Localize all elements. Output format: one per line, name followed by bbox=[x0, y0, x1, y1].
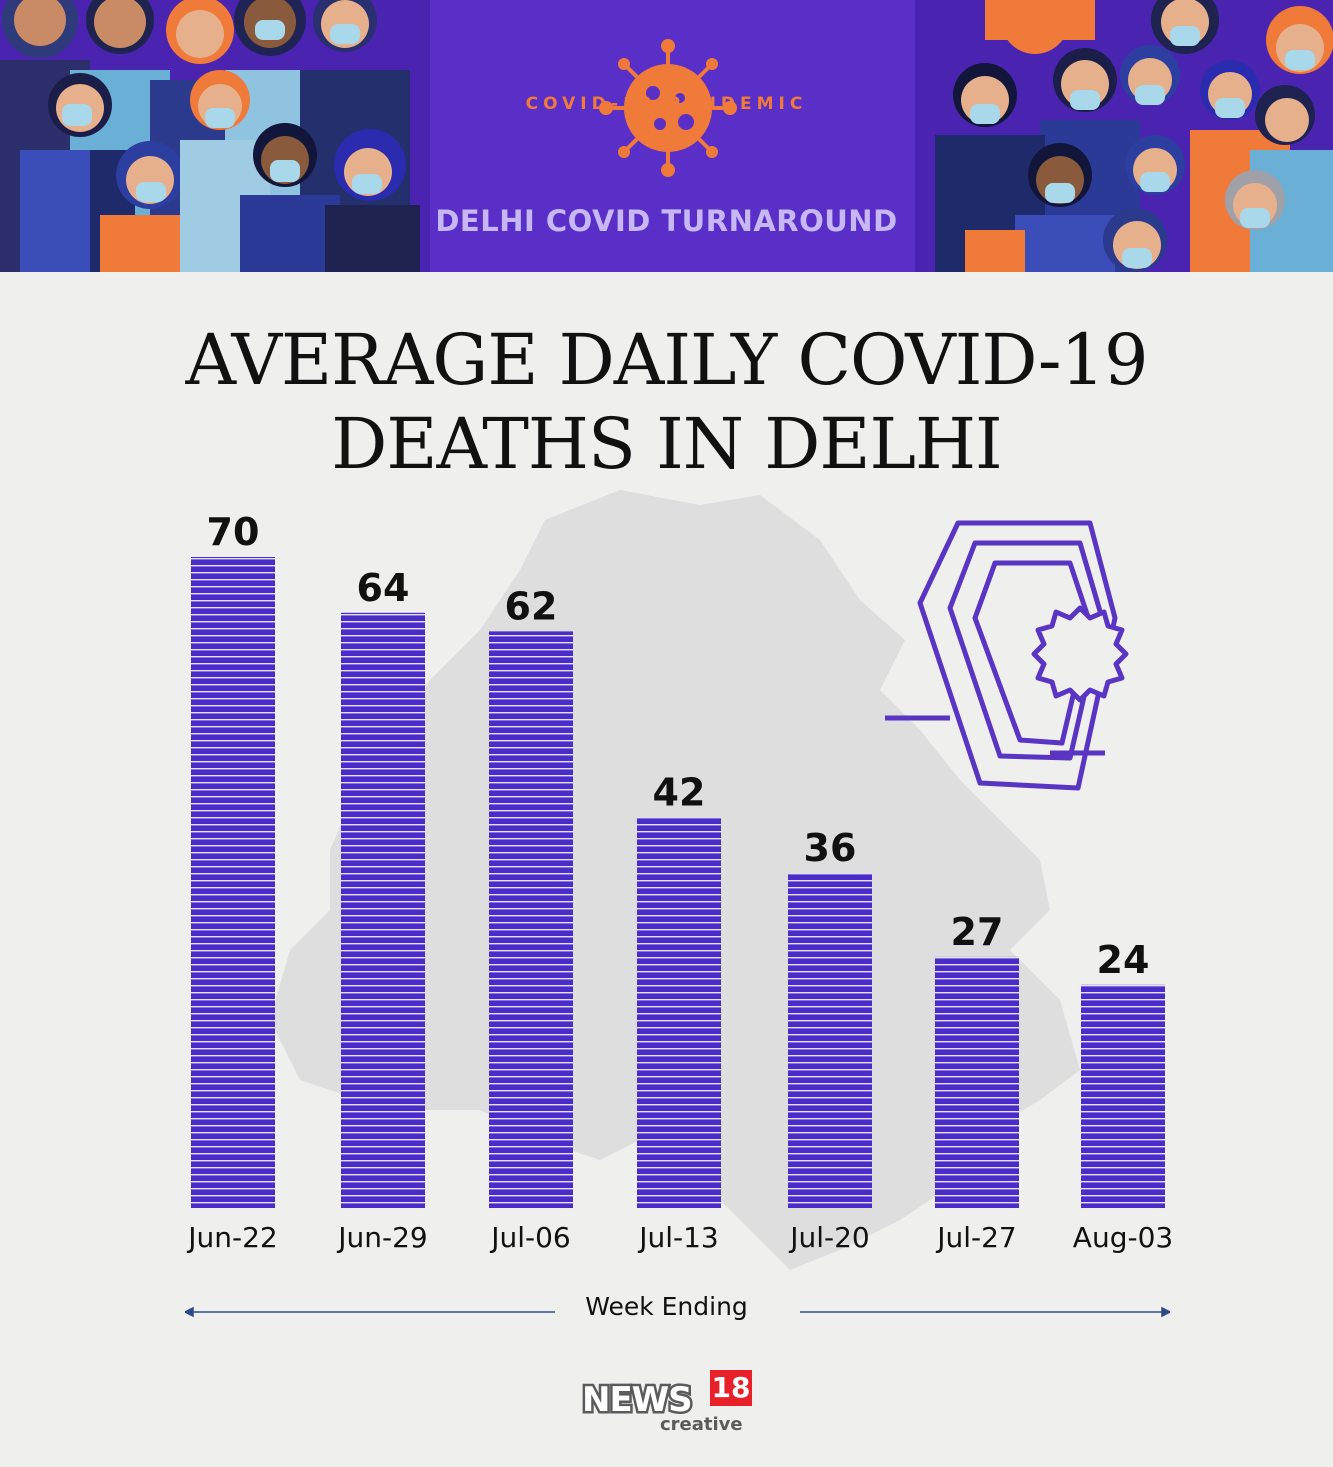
coffin-virus-icon bbox=[885, 520, 1129, 791]
x-tick-label-jul-06: Jul-06 bbox=[489, 1221, 571, 1254]
chart-title-line-2: DEATHS IN DELHI bbox=[331, 403, 1002, 485]
x-tick-label-jul-20: Jul-20 bbox=[788, 1221, 870, 1254]
data-label-aug-03: 24 bbox=[1097, 938, 1150, 982]
header-eyebrow: COVID-19 PANDEMIC bbox=[525, 94, 808, 114]
bar-jul-06 bbox=[489, 631, 573, 1208]
x-tick-label-jul-27: Jul-27 bbox=[935, 1221, 1017, 1254]
data-label-jul-13: 42 bbox=[653, 770, 706, 814]
data-label-jul-06: 62 bbox=[505, 584, 558, 628]
bar-jun-22 bbox=[191, 557, 275, 1208]
bar-jun-29 bbox=[341, 612, 425, 1208]
bar-chart: 70 Jun-22 64 Jun-29 62 Jul-06 42 Jul-13 36 Jul-20… bbox=[186, 510, 1173, 1254]
logo-tagline: creative bbox=[660, 1414, 743, 1435]
x-axis-arrow bbox=[185, 1306, 1170, 1318]
x-tick-label-jul-13: Jul-13 bbox=[637, 1221, 719, 1254]
header-subtitle: DELHI COVID TURNAROUND bbox=[435, 204, 898, 238]
bar-jul-27 bbox=[935, 956, 1019, 1208]
x-tick-label-aug-03: Aug-03 bbox=[1073, 1221, 1173, 1254]
logo-brand: NEWS bbox=[580, 1378, 696, 1423]
crowd-illustration-left bbox=[0, 0, 430, 272]
virus-icon bbox=[599, 39, 737, 177]
x-tick-label-jun-29: Jun-29 bbox=[336, 1221, 427, 1254]
bar-aug-03 bbox=[1081, 984, 1165, 1208]
data-label-jun-22: 70 bbox=[207, 510, 260, 554]
header-banner: COVID-19 PANDEMIC DELHI COVID TURNAROUND bbox=[0, 0, 1333, 272]
bar-jul-13 bbox=[637, 817, 721, 1208]
data-label-jul-27: 27 bbox=[951, 910, 1004, 954]
chart-title-line-1: AVERAGE DAILY COVID-19 bbox=[185, 319, 1148, 401]
news18-logo: NEWS 18 creative bbox=[580, 1370, 757, 1440]
bar-jul-20 bbox=[788, 873, 872, 1208]
data-label-jun-29: 64 bbox=[357, 566, 410, 610]
x-axis-title: Week Ending bbox=[585, 1292, 748, 1321]
logo-number: 18 bbox=[710, 1370, 752, 1406]
x-tick-label-jun-22: Jun-22 bbox=[186, 1221, 277, 1254]
crowd-illustration-right bbox=[915, 0, 1333, 272]
chart-title: AVERAGE DAILY COVID-19 DEATHS IN DELHI bbox=[60, 318, 1273, 486]
data-label-jul-20: 36 bbox=[804, 826, 857, 870]
